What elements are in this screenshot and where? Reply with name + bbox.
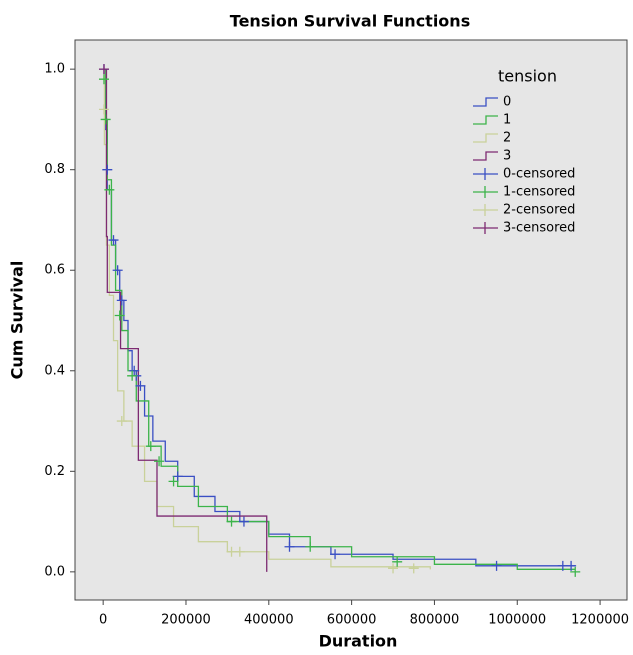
legend-icon [473,97,498,107]
y-tick-label: 0.0 [44,564,65,579]
censored-mark [116,416,127,427]
y-tick-label: 1.0 [44,62,65,77]
censored-mark [98,74,109,85]
censored-mark [570,566,581,577]
legend-label: 2-censored [503,203,575,218]
y-tick-label: 0.8 [44,162,65,177]
censored-mark [154,456,165,467]
x-tick-label: 1000000 [488,613,546,628]
x-tick-label: 0 [99,613,107,628]
chart-title: Tension Survival Functions [230,12,470,31]
legend-icon [473,151,498,161]
y-tick-label: 0.6 [44,263,65,278]
censored-mark [112,265,123,276]
censored-mark [135,380,146,391]
x-tick-label: 600000 [327,613,377,628]
censored-mark [129,365,140,376]
legend-icon [473,115,498,125]
legend-label: 3 [503,149,511,164]
censored-mark [330,549,341,560]
censored-mark [388,563,399,574]
y-tick-label: 0.2 [44,464,65,479]
censored-mark [108,235,119,246]
censored-mark [238,516,249,527]
censored-mark [234,546,245,557]
legend-icon [473,222,498,234]
survival-line [103,68,576,570]
y-tick-label: 0.4 [44,363,65,378]
legend-label: 1 [503,113,511,128]
legend-label: 1-censored [503,185,575,200]
x-tick-label: 200000 [161,613,211,628]
censored-mark [408,563,419,574]
censored-mark [566,560,577,571]
survival-line [103,68,431,570]
censored-mark [305,541,316,552]
censored-mark [226,516,237,527]
legend-label: 3-censored [503,221,575,236]
legend-label: 0-censored [503,167,575,182]
legend-icon [473,204,498,216]
legend-title: tension [498,67,557,86]
censored-mark [172,471,183,482]
legend-label: 0 [503,95,511,110]
x-axis-title: Duration [319,632,398,651]
censored-mark [392,556,403,567]
censored-mark [104,184,115,195]
censored-mark [284,541,295,552]
x-tick-label: 400000 [244,613,294,628]
legend-icon [473,133,498,143]
censored-mark [98,64,109,75]
survival-line [103,68,268,572]
censored-mark [100,114,111,125]
censored-mark [491,560,502,571]
legend-icon [473,168,498,180]
censored-mark [98,104,109,115]
censored-mark [116,295,127,306]
legend-label: 2 [503,131,511,146]
censored-mark [127,370,138,381]
x-tick-label: 800000 [410,613,460,628]
censored-mark [114,310,125,321]
x-tick-label: 1200000 [571,613,629,628]
censored-mark [168,476,179,487]
y-axis-title: Cum Survival [8,261,27,380]
censored-mark [102,164,113,175]
legend-icon [473,186,498,198]
censored-mark [145,441,156,452]
